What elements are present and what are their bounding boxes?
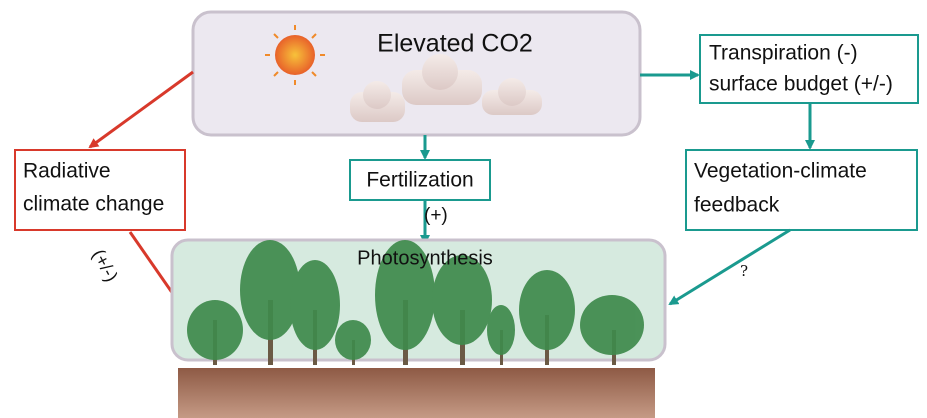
diagram: Elevated CO2 Transpiration (-) surface b…	[0, 0, 927, 418]
edge-label: ?	[740, 262, 748, 280]
edge-label: (+)	[424, 205, 448, 226]
fertilization-label: Fertilization	[366, 169, 473, 192]
edge-label: (+/-)	[88, 246, 121, 285]
transpiration-line: Transpiration (-)	[709, 42, 858, 65]
arrow	[670, 230, 790, 304]
radiative-line: climate change	[23, 193, 164, 216]
photosynthesis-label: Photosynthesis	[357, 247, 493, 269]
arrow	[90, 72, 193, 147]
radiative-line: Radiative	[23, 160, 111, 183]
co2-label: Elevated CO2	[377, 30, 533, 58]
transpiration-line: surface budget (+/-)	[709, 73, 893, 96]
feedback-line: Vegetation-climate	[694, 160, 867, 183]
soil	[178, 368, 655, 418]
feedback-line: feedback	[694, 194, 780, 217]
